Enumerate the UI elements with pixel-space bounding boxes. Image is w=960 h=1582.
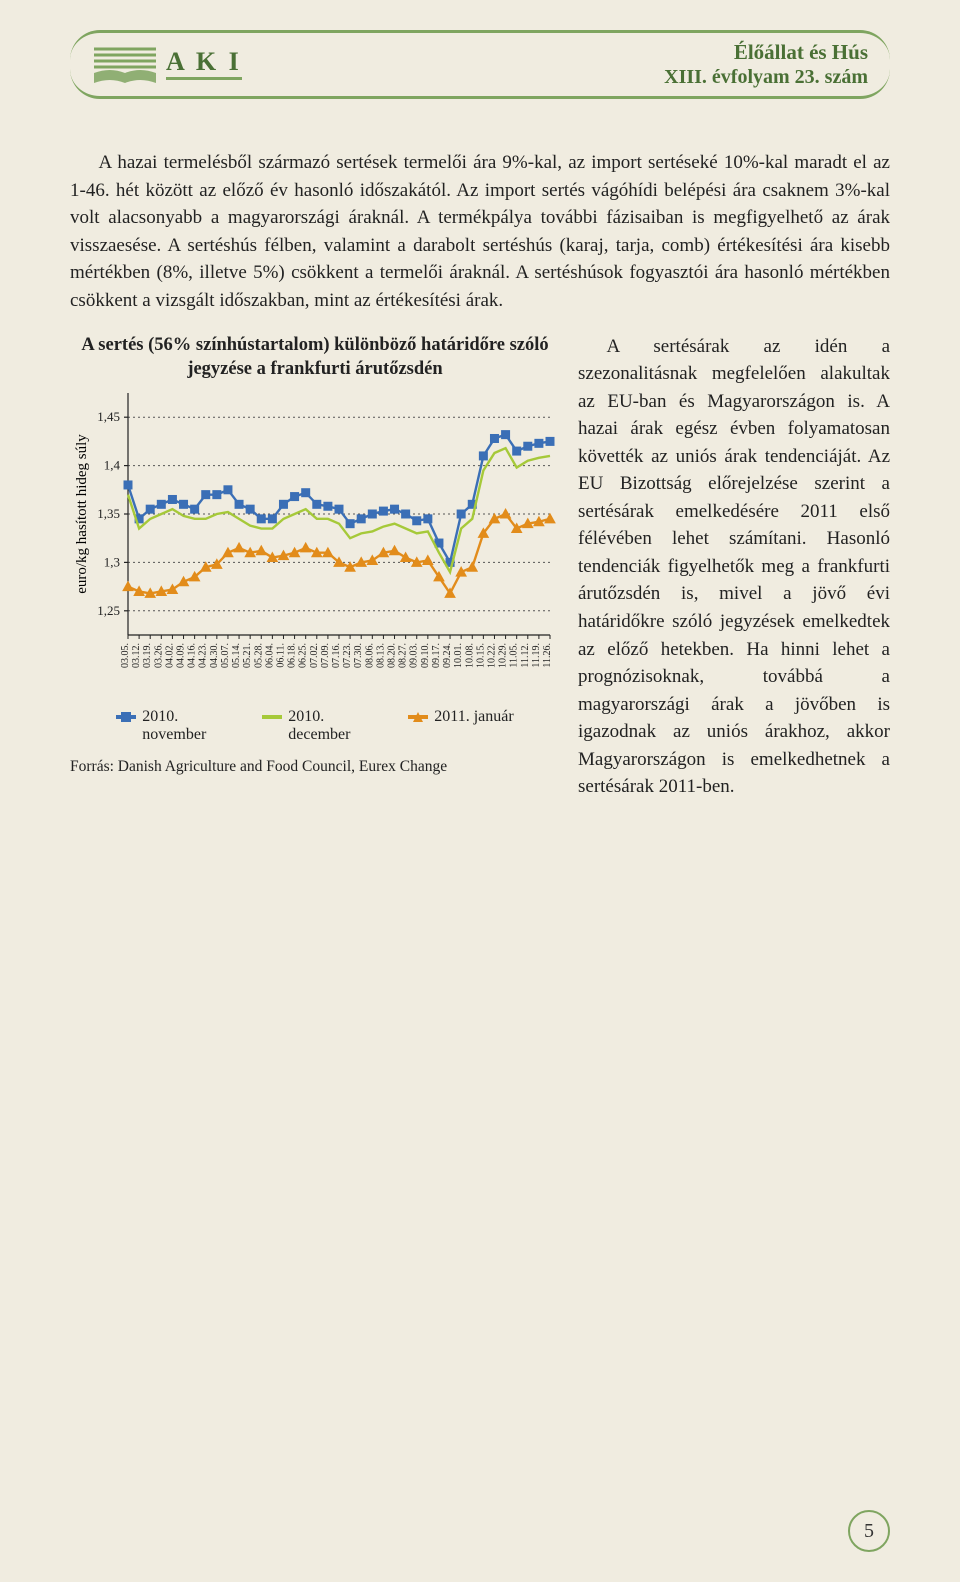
- page-number: 5: [848, 1510, 890, 1552]
- chart-source: Forrás: Danish Agriculture and Food Coun…: [70, 758, 560, 776]
- issue-number: XIII. évfolyam 23. szám: [664, 65, 868, 90]
- header-titles: Élőállat és Hús XIII. évfolyam 23. szám: [664, 39, 868, 90]
- svg-text:08.20.: 08.20.: [387, 643, 398, 668]
- svg-text:1,45: 1,45: [97, 409, 120, 424]
- svg-text:09.24.: 09.24.: [442, 643, 453, 668]
- svg-text:05.28.: 05.28.: [253, 643, 264, 668]
- svg-text:03.26.: 03.26.: [153, 643, 164, 668]
- svg-text:09.03.: 09.03.: [409, 643, 420, 668]
- svg-text:04.16.: 04.16.: [187, 643, 198, 668]
- svg-text:10.22.: 10.22.: [486, 643, 497, 668]
- svg-text:1,3: 1,3: [104, 554, 120, 569]
- svg-text:1,25: 1,25: [97, 602, 120, 617]
- svg-text:08.27.: 08.27.: [398, 643, 409, 668]
- svg-text:03.05.: 03.05.: [120, 643, 131, 668]
- legend-item-nov: 2010. november: [116, 708, 232, 744]
- chart-block: A sertés (56% színhústartalom) különböző…: [70, 333, 560, 776]
- svg-text:09.17.: 09.17.: [431, 643, 442, 668]
- svg-text:11.26.: 11.26.: [542, 643, 553, 668]
- header-bar: A K I Élőállat és Hús XIII. évfolyam 23.…: [70, 30, 890, 99]
- chart-legend: 2010. november 2010. december 2011. janu…: [70, 708, 560, 744]
- svg-text:11.19.: 11.19.: [531, 643, 542, 668]
- book-lines-icon: [92, 45, 158, 85]
- logo-text: A K I: [166, 49, 242, 80]
- svg-text:euro/kg hasított hideg súly: euro/kg hasított hideg súly: [74, 433, 90, 593]
- svg-text:07.16.: 07.16.: [331, 643, 342, 668]
- svg-text:08.13.: 08.13.: [375, 643, 386, 668]
- svg-text:11.12.: 11.12.: [520, 643, 531, 668]
- svg-text:09.10.: 09.10.: [420, 643, 431, 668]
- svg-text:07.30.: 07.30.: [353, 643, 364, 668]
- logo-block: A K I: [92, 45, 242, 85]
- legend-label-dec: 2010. december: [288, 708, 378, 744]
- svg-text:06.11.: 06.11.: [275, 643, 286, 668]
- svg-text:04.23.: 04.23.: [198, 643, 209, 668]
- svg-text:10.29.: 10.29.: [498, 643, 509, 668]
- svg-text:06.25.: 06.25.: [298, 643, 309, 668]
- legend-item-dec: 2010. december: [262, 708, 378, 744]
- legend-swatch-nov: [116, 715, 136, 719]
- svg-text:07.23.: 07.23.: [342, 643, 353, 668]
- svg-text:03.19.: 03.19.: [142, 643, 153, 668]
- svg-text:08.06.: 08.06.: [364, 643, 375, 668]
- svg-text:1,35: 1,35: [97, 506, 120, 521]
- svg-text:11.05.: 11.05.: [509, 643, 520, 668]
- publication-title: Élőállat és Hús: [664, 39, 868, 65]
- legend-item-jan: 2011. január: [408, 708, 513, 744]
- svg-text:10.01.: 10.01.: [453, 643, 464, 668]
- svg-text:06.18.: 06.18.: [287, 643, 298, 668]
- svg-text:04.30.: 04.30.: [209, 643, 220, 668]
- svg-text:04.02.: 04.02.: [164, 643, 175, 668]
- svg-text:1,4: 1,4: [104, 457, 121, 472]
- svg-text:03.12.: 03.12.: [131, 643, 142, 668]
- svg-text:07.02.: 07.02.: [309, 643, 320, 668]
- svg-text:07.09.: 07.09.: [320, 643, 331, 668]
- svg-text:05.14.: 05.14.: [231, 643, 242, 668]
- legend-label-nov: 2010. november: [142, 708, 232, 744]
- page-container: A K I Élőállat és Hús XIII. évfolyam 23.…: [0, 0, 960, 1582]
- svg-text:10.15.: 10.15.: [475, 643, 486, 668]
- svg-text:05.21.: 05.21.: [242, 643, 253, 668]
- legend-swatch-dec: [262, 715, 282, 719]
- svg-text:06.04.: 06.04.: [264, 643, 275, 668]
- svg-text:04.09.: 04.09.: [176, 643, 187, 668]
- chart-and-text-block: A sertés (56% színhústartalom) különböző…: [70, 333, 890, 801]
- legend-swatch-jan: [408, 715, 428, 719]
- legend-label-jan: 2011. január: [434, 708, 513, 726]
- svg-text:10.08.: 10.08.: [464, 643, 475, 668]
- chart-canvas: 1,25 1,3 1,35 1,4 1,45 euro/kg hasított hideg…: [70, 387, 560, 702]
- paragraph-1: A hazai termelésből származó sertések te…: [70, 149, 890, 314]
- svg-text:05.07.: 05.07.: [220, 643, 231, 668]
- chart-title: A sertés (56% színhústartalom) különböző…: [70, 333, 560, 381]
